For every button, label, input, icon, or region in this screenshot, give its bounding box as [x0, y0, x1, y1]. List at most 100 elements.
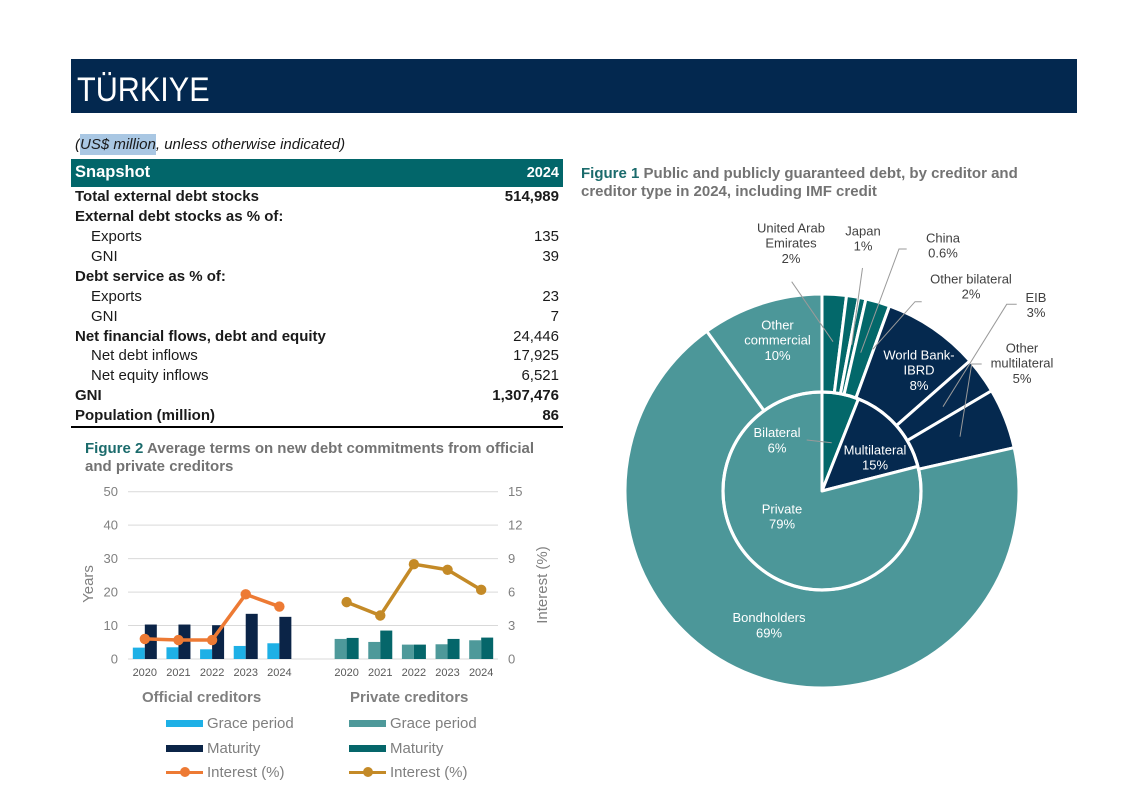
- inner-private-name: Private: [762, 502, 802, 517]
- debt-terms-chart: Years Interest (%) 0 10 20 30 40 50 0 3 6 9 12 15 20…: [80, 484, 551, 679]
- row-label: Exports: [91, 287, 142, 305]
- pie-other-multilateral-label: Other multilateral 5%: [991, 341, 1054, 386]
- figure-2-caption: Average terms on new debt commitments fr…: [85, 440, 535, 475]
- inner-ring-border: [721, 390, 923, 592]
- bar-official-creditors-maturity-2023: [245, 613, 258, 659]
- legend-item-private-interest: Interest (%): [349, 763, 468, 781]
- table-row: GNI 1,307,476: [71, 386, 563, 406]
- pie-united-arab-emirates-value: 2%: [782, 251, 801, 266]
- row-label: GNI: [75, 387, 102, 405]
- figure-1-caption: Public and publicly guaranteed debt, by …: [581, 165, 1018, 200]
- row-value: 39: [542, 247, 559, 265]
- inner-bilateral-value: 6%: [768, 440, 787, 455]
- bar-official-creditors-maturity-2020: [144, 624, 157, 659]
- legend-item-private-maturity: Maturity: [349, 739, 443, 757]
- bar-official-creditors-grace-period-2021: [166, 647, 179, 659]
- pie-other-bilateral-leader-line: [872, 301, 922, 350]
- pie-united-arab-emirates-name: United Arab: [757, 221, 825, 236]
- table-row: GNI 7: [71, 306, 563, 326]
- y2-tick-label: 15: [508, 484, 522, 499]
- pie-eib-label: EIB 3%: [1026, 290, 1047, 320]
- legend-item-official-grace: Grace period: [166, 714, 294, 732]
- row-label: Debt service as % of:: [75, 267, 226, 285]
- figure-2-label: Figure 2: [85, 440, 144, 457]
- legend-line-marker: [349, 767, 386, 777]
- y2-tick-label: 3: [508, 618, 515, 633]
- figure-2-title: Figure 2 Average terms on new debt commi…: [85, 440, 547, 475]
- x-tick-label: 2023: [435, 667, 459, 679]
- legend-label: Grace period: [207, 714, 294, 732]
- line-private-creditors-interest: [344, 562, 483, 618]
- y2-tick-label: 12: [508, 518, 522, 533]
- table-row: Exports 135: [71, 226, 563, 246]
- legend-line-marker: [166, 767, 203, 777]
- legend-swatch: [166, 719, 203, 727]
- pie-eib-name: EIB: [1026, 290, 1047, 305]
- units-note-suffix: , unless otherwise indicated): [155, 136, 346, 153]
- x-tick-label: 2020: [133, 667, 157, 679]
- pie-other-bilateral-value: 2%: [962, 287, 981, 302]
- units-note-highlight: US$ million: [80, 134, 156, 155]
- row-label: Net equity inflows: [91, 367, 209, 385]
- bar-official-creditors-grace-period-2024: [267, 643, 280, 659]
- y2-tick-label: 9: [508, 551, 515, 566]
- pie-eib-value: 3%: [1027, 305, 1046, 320]
- table-row: GNI 39: [71, 246, 563, 266]
- bar-official-creditors-grace-period-2023: [233, 645, 246, 659]
- x-tick-label: 2023: [233, 667, 257, 679]
- pie-world-bank-ibrd-label: World Bank-IBRD 8%: [883, 348, 954, 393]
- x-tick-label: 2021: [166, 667, 190, 679]
- pie-eib-leader-line: [942, 303, 1017, 407]
- table-row: Total external debt stocks 514,989: [71, 187, 563, 207]
- legend-dot-icon: [362, 767, 373, 777]
- pie-united-arab-emirates-leader-line: [791, 281, 834, 342]
- pie-other-multilateral-name: multilateral: [991, 356, 1054, 371]
- row-value: 17,925: [513, 347, 559, 365]
- point-private-creditors-interest-2022: [408, 558, 420, 570]
- pie-other-multilateral-leader-line: [959, 363, 982, 437]
- inner-bilateral-leader-line: [806, 439, 832, 444]
- row-label: External debt stocks as % of:: [75, 207, 284, 225]
- pie-other-multilateral-name: Other: [1006, 341, 1039, 356]
- y-tick-label: 50: [104, 484, 118, 499]
- y2-axis-title: Interest (%): [534, 546, 551, 624]
- units-note-prefix: (: [75, 136, 80, 153]
- legend-label: Maturity: [207, 739, 261, 757]
- legend-item-private-grace: Grace period: [349, 714, 477, 732]
- snapshot-title: Snapshot: [75, 163, 151, 182]
- legend-swatch: [349, 744, 386, 752]
- point-official-creditors-interest-2022: [206, 634, 218, 646]
- table-row: Net equity inflows 6,521: [71, 366, 563, 386]
- legend-swatch: [349, 719, 386, 727]
- bar-official-creditors-grace-period-2022: [200, 649, 213, 659]
- pie-united-arab-emirates-name: Emirates: [765, 236, 817, 251]
- row-label: Population (million): [75, 407, 215, 425]
- pie-bondholders-value: 69%: [756, 625, 782, 640]
- legend-item-official-maturity: Maturity: [166, 739, 260, 757]
- inner-bilateral-label: Bilateral 6%: [754, 425, 801, 455]
- pie-other-bilateral-name: Other bilateral: [930, 272, 1012, 287]
- table-row: Population (million) 86: [71, 406, 563, 428]
- y-axis-title: Years: [80, 565, 97, 603]
- inner-multilateral-name: Multilateral: [844, 443, 907, 458]
- pie-other-commercial-value: 10%: [764, 348, 790, 363]
- pie-china-label: China 0.6%: [926, 231, 961, 261]
- bar-private-creditors-maturity-2024: [481, 637, 494, 659]
- bar-private-creditors-maturity-2020: [346, 637, 359, 659]
- point-official-creditors-interest-2023: [240, 589, 251, 600]
- pie-world-bank-ibrd-value: 8%: [910, 378, 929, 393]
- pie-japan-label: Japan 1%: [845, 224, 880, 254]
- country-banner: TÜRKIYE: [71, 59, 1077, 113]
- point-official-creditors-interest-2024: [274, 601, 285, 612]
- point-official-creditors-interest-2020: [139, 633, 151, 645]
- pie-japan-leader-line: [851, 267, 863, 346]
- row-value: 7: [550, 307, 559, 325]
- pie-china-leader-line: [860, 248, 907, 353]
- row-value: 135: [533, 227, 559, 245]
- point-private-creditors-interest-2021: [375, 610, 386, 621]
- inner-bilateral-name: Bilateral: [754, 425, 801, 440]
- pie-bondholders-label: Bondholders 69%: [733, 610, 806, 640]
- snapshot-table: Snapshot 2024 Total external debt stocks…: [71, 159, 563, 428]
- snapshot-year: 2024: [526, 164, 559, 181]
- legend-private-heading: Private creditors: [350, 689, 469, 706]
